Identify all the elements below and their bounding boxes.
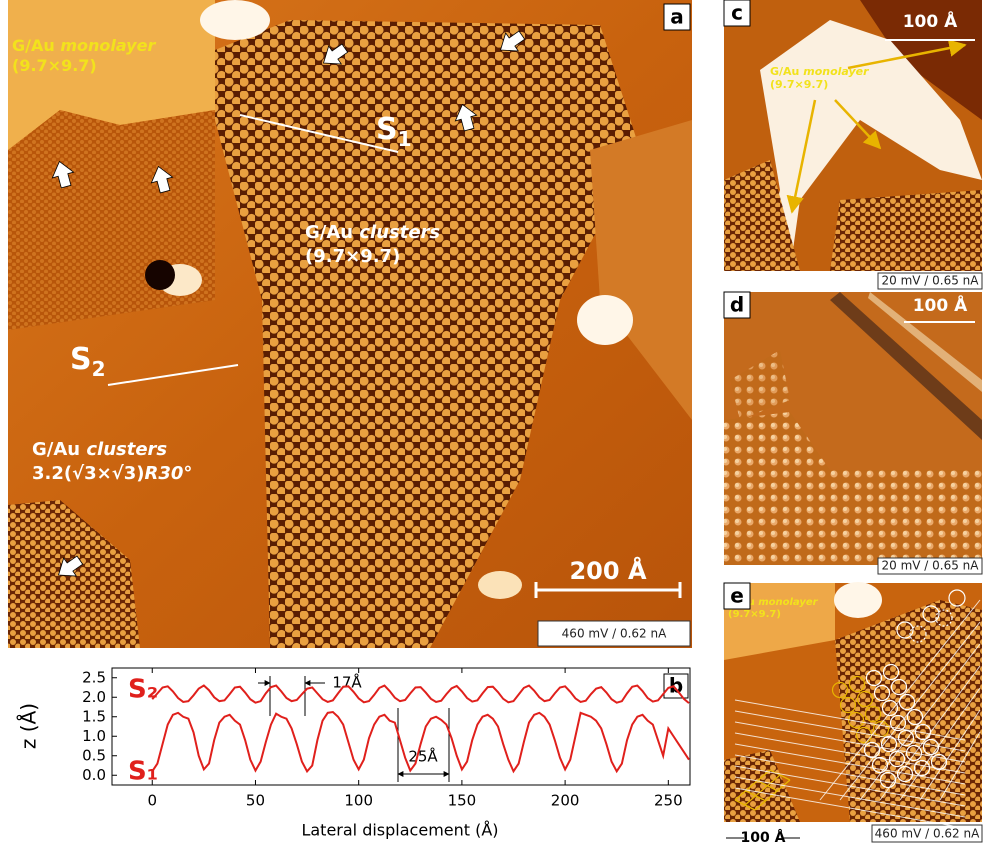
- annotation: 17Å: [332, 673, 362, 692]
- x-tick-label: 250: [654, 792, 683, 810]
- scale-label: 200 Å: [569, 556, 646, 585]
- panel-letter: a: [670, 5, 684, 29]
- label-part: G/Au: [305, 222, 353, 243]
- scale-label: 100 Å: [741, 829, 786, 846]
- label-part: (9.7×9.7): [12, 56, 97, 75]
- vacancy: [145, 260, 175, 290]
- panel-e: G/Au monolayer(9.7×9.7) e 460 mV / 0.62 …: [724, 582, 982, 847]
- label-part: S: [70, 342, 92, 377]
- label-part: clusters: [86, 439, 167, 460]
- monolayer-texture: [8, 110, 215, 330]
- panel-letter: d: [730, 293, 744, 317]
- x-tick-label: 0: [147, 792, 157, 810]
- y-tick-label: 2.0: [82, 688, 106, 706]
- label-part: G/Au: [770, 65, 799, 78]
- conditions: 20 mV / 0.65 nA: [881, 274, 979, 288]
- figure: G/Au monolayer(9.7×9.7) G/Au clusters(9.…: [0, 0, 989, 851]
- label-part: (9.7×9.7): [770, 78, 828, 91]
- label-part: °: [183, 463, 192, 484]
- x-tick-label: 150: [448, 792, 477, 810]
- conditions: 460 mV / 0.62 nA: [562, 627, 667, 641]
- label-part: monolayer: [60, 36, 156, 55]
- conditions: 20 mV / 0.65 nA: [881, 559, 979, 573]
- bright-island: [478, 571, 522, 599]
- y-axis-title: z (Å): [17, 703, 41, 749]
- x-tick-label: 200: [551, 792, 580, 810]
- bright-island: [200, 0, 270, 40]
- label-part: G/Au: [12, 36, 55, 55]
- panel-b: b Lateral displacement (Å) z (Å) 17Å 25Å…: [17, 668, 691, 840]
- y-tick-label: 0.5: [82, 746, 106, 764]
- label-part: monolayer: [803, 65, 869, 78]
- x-tick-label: 50: [246, 792, 265, 810]
- legend-label: S₂: [128, 675, 158, 705]
- page: { "panels": { "a": { "label": "a", "mono…: [0, 0, 989, 851]
- y-tick-label: 1.0: [82, 727, 106, 745]
- label-part: (9.7×9.7): [728, 609, 781, 620]
- annotation: 25Å: [408, 747, 438, 766]
- label-part: G/Au: [32, 439, 80, 460]
- scale-label: 100 Å: [913, 293, 968, 316]
- scale-label: 100 Å: [903, 9, 958, 32]
- y-tick-label: 1.5: [82, 707, 106, 725]
- label-part: (9.7×9.7): [305, 246, 400, 267]
- label-part: clusters: [359, 222, 440, 243]
- panel-letter: e: [730, 584, 744, 608]
- panel-d: 100 Å d 20 mV / 0.65 nA: [724, 292, 982, 574]
- conditions: 460 mV / 0.62 nA: [875, 827, 980, 841]
- plot-frame: [112, 668, 690, 785]
- legend-label: S₁: [128, 757, 158, 787]
- y-tick-label: 0.0: [82, 766, 106, 784]
- x-tick-label: 100: [344, 792, 373, 810]
- cluster-region: [830, 190, 982, 271]
- label-part: R30: [144, 463, 183, 484]
- panel-letter: c: [731, 1, 743, 25]
- label-part: monolayer: [758, 597, 818, 608]
- panel-c: G/Au monolayer(9.7×9.7) 100 Å c 20 mV / …: [724, 0, 982, 289]
- label-part: S: [376, 112, 398, 147]
- panel-a: G/Au monolayer(9.7×9.7) G/Au clusters(9.…: [8, 0, 692, 648]
- bright-island: [577, 295, 633, 345]
- label-part: 1: [398, 127, 412, 151]
- bright-island: [834, 582, 882, 618]
- label-part: 3.2(√3×√3): [32, 463, 144, 484]
- y-tick-label: 2.5: [82, 668, 106, 686]
- x-axis-title: Lateral displacement (Å): [301, 821, 498, 840]
- label-part: 2: [92, 357, 106, 381]
